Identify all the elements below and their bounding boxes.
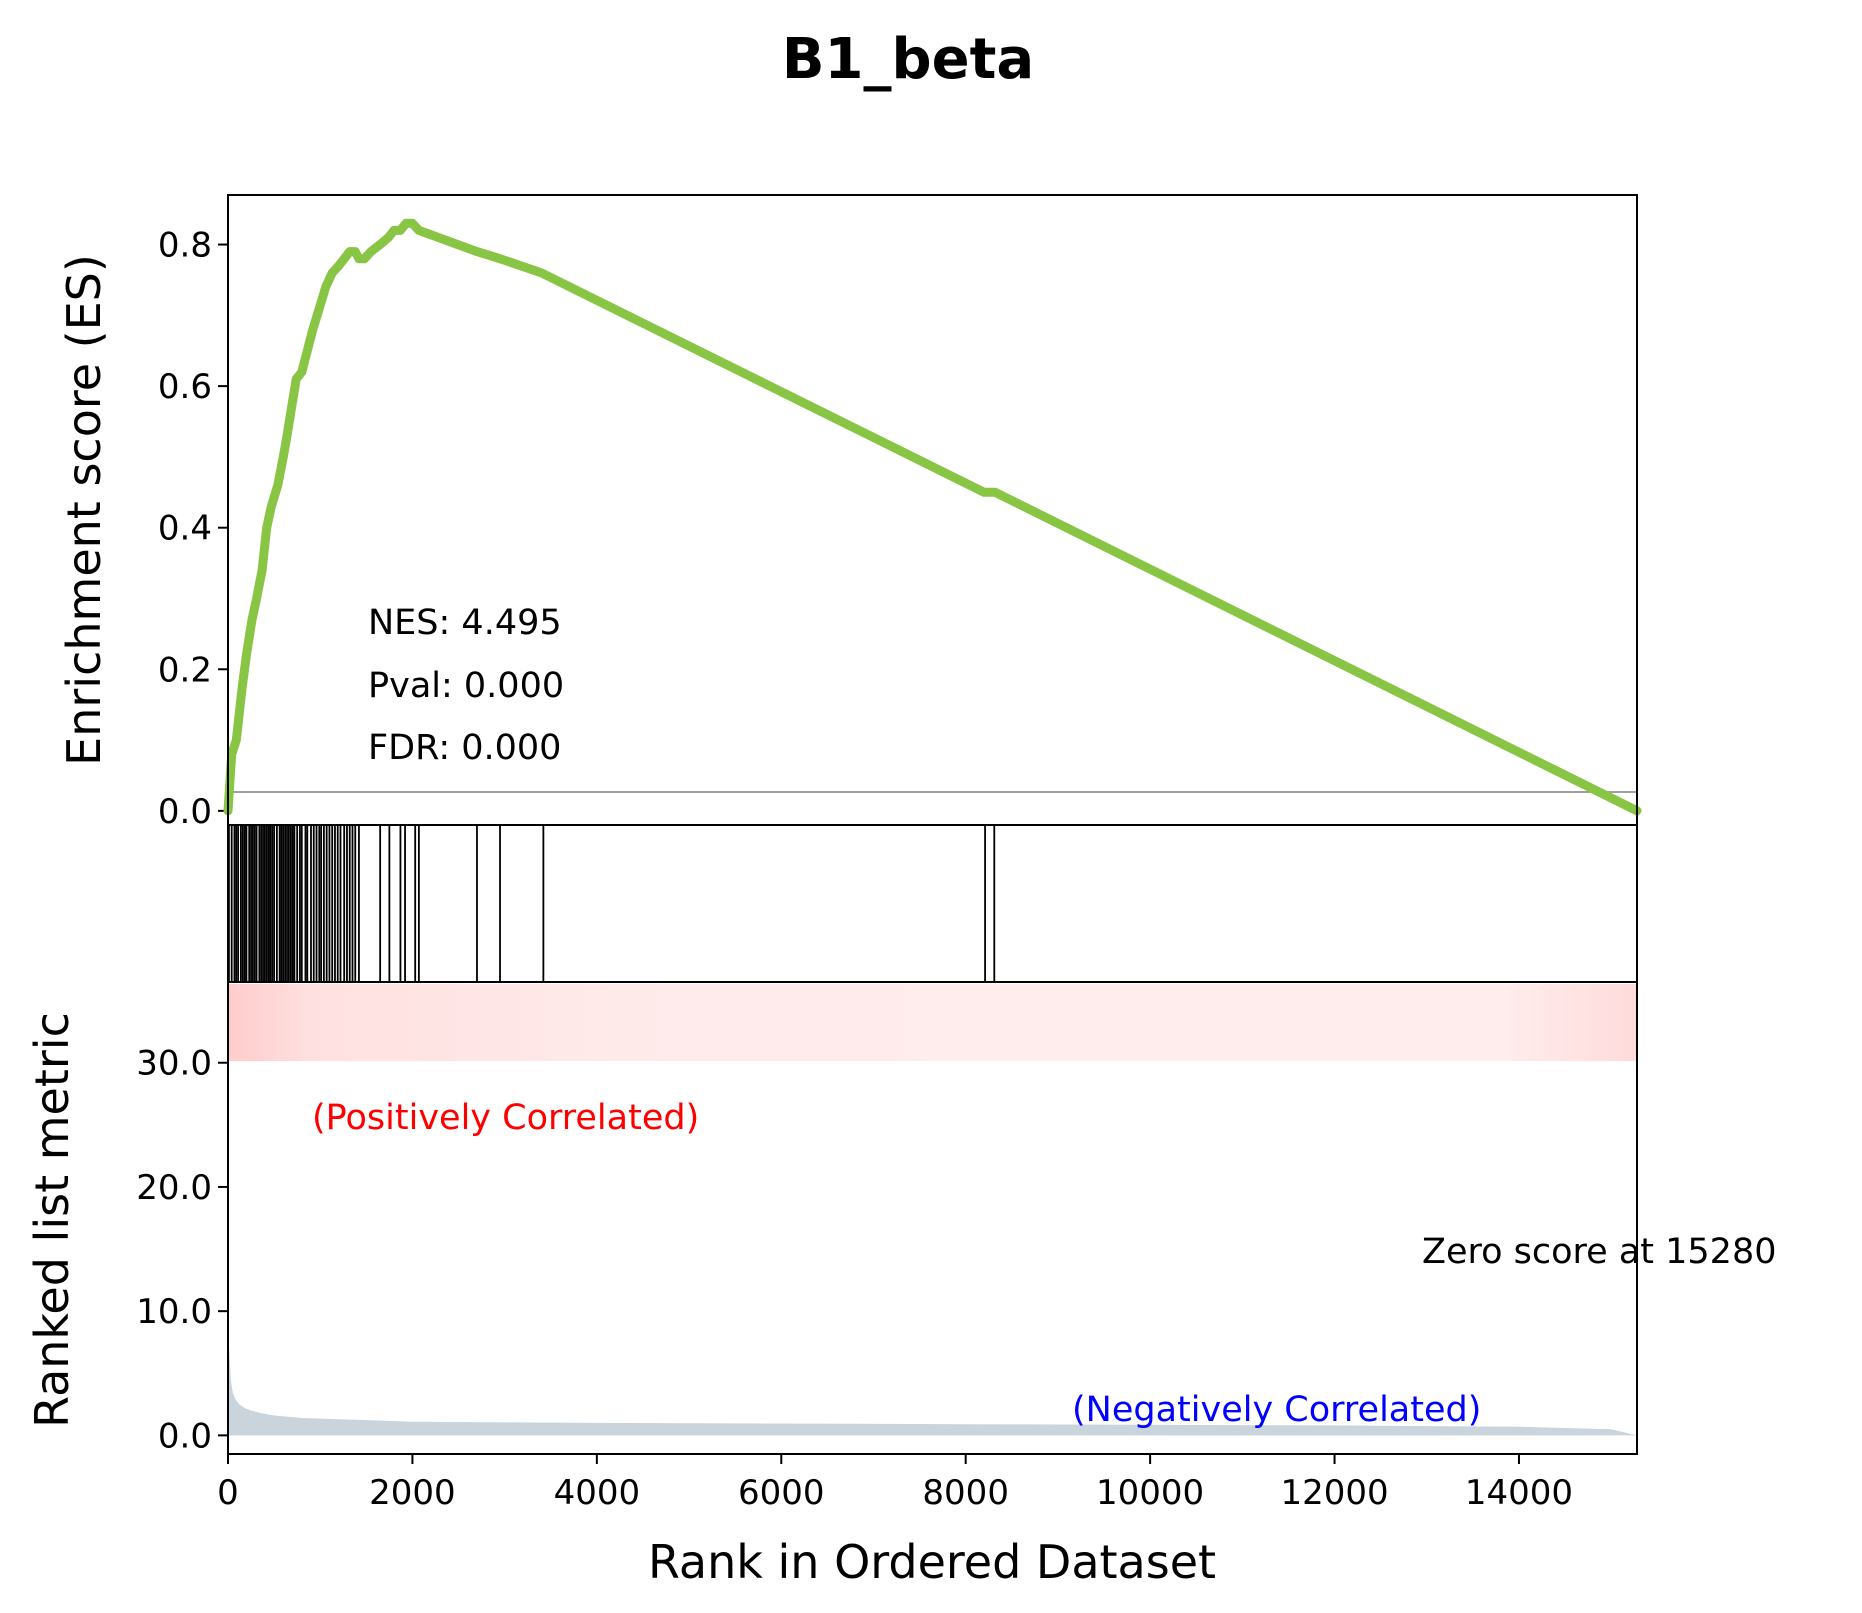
metric-y-tick-label: 10.0 <box>136 1292 212 1332</box>
x-tick-label: 10000 <box>1096 1473 1204 1513</box>
metric-area <box>228 1323 1637 1436</box>
es-y-tick-label: 0.4 <box>158 509 212 549</box>
x-tick-label: 8000 <box>922 1473 1009 1513</box>
es-y-tick-label: 0.0 <box>158 792 212 832</box>
zero-score-label: Zero score at 15280 <box>1422 1232 1776 1272</box>
x-axis-label: Rank in Ordered Dataset <box>648 1535 1216 1589</box>
x-tick-label: 0 <box>217 1473 239 1513</box>
chart-title: B1_beta <box>782 27 1034 92</box>
metric-ylabel: Ranked list metric <box>25 1012 79 1428</box>
x-tick-label: 12000 <box>1280 1473 1388 1513</box>
metric-y-tick-label: 0.0 <box>158 1416 212 1456</box>
metric-panel-frame <box>227 981 1638 1455</box>
es-y-ticks: 0.0 0.2 0.4 0.6 0.8 <box>158 226 228 832</box>
x-tick-label: 2000 <box>369 1473 456 1513</box>
hit-lines <box>228 825 996 982</box>
x-axis-ticks: 0 2000 4000 6000 8000 10000 12000 14000 <box>217 1454 1573 1513</box>
stat-nes: NES: 4.495 <box>368 603 562 643</box>
metric-y-ticks: 0.0 10.0 20.0 30.0 <box>136 1044 228 1456</box>
positive-label: (Positively Correlated) <box>312 1098 699 1138</box>
es-y-tick-label: 0.6 <box>158 367 212 407</box>
es-y-tick-label: 0.8 <box>158 226 212 266</box>
stat-pval: Pval: 0.000 <box>368 666 564 706</box>
hits-panel-frame <box>227 824 1638 983</box>
metric-y-tick-label: 20.0 <box>136 1168 212 1208</box>
es-ylabel: Enrichment score (ES) <box>57 254 111 766</box>
x-tick-label: 14000 <box>1465 1473 1573 1513</box>
x-tick-label: 4000 <box>554 1473 641 1513</box>
metric-y-tick-label: 30.0 <box>136 1044 212 1084</box>
es-panel: 0.0 0.2 0.4 0.6 0.8 NES: 4.495 Pval: 0.000 F… <box>57 194 1642 832</box>
metric-panel: 0.010.020.030.0 (Positively Correlated) … <box>25 981 1776 1456</box>
negative-label: (Negatively Correlated) <box>1072 1390 1481 1430</box>
hits-panel <box>227 824 1638 983</box>
es-y-tick-label: 0.2 <box>158 650 212 690</box>
x-tick-label: 6000 <box>738 1473 825 1513</box>
correlation-heatbar <box>229 984 1636 1061</box>
es-curve-line <box>223 218 1642 816</box>
stat-fdr: FDR: 0.000 <box>368 728 561 768</box>
